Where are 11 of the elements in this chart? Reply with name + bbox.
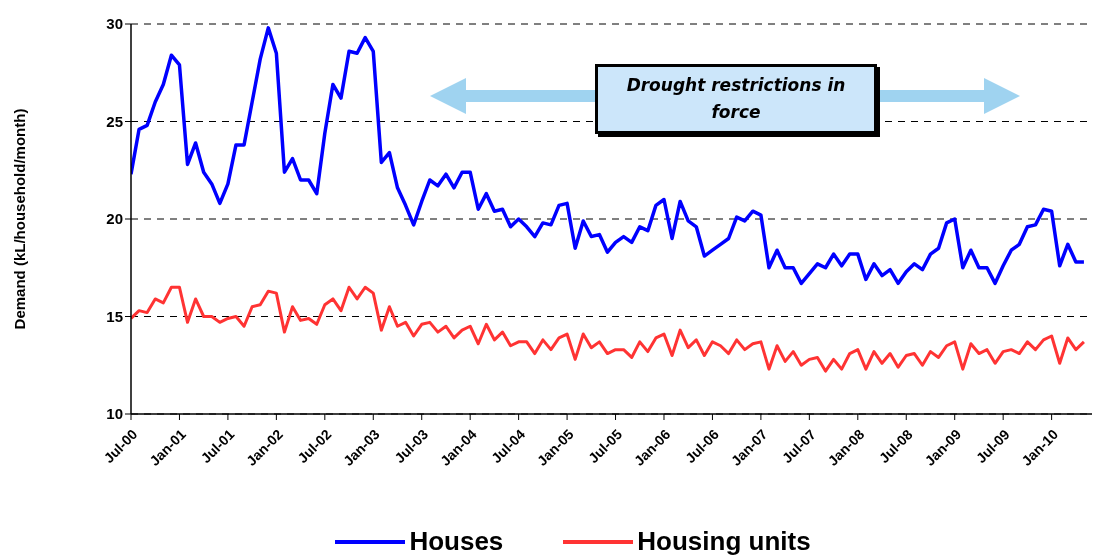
line-series: [131, 26, 1086, 286]
y-tick-label: 30: [106, 15, 123, 33]
y-tick-label: 10: [106, 405, 123, 423]
y-tick-label: 15: [106, 307, 123, 325]
y-axis-title: Demand (kL/household/month): [11, 108, 29, 330]
line-series: [131, 285, 1086, 373]
y-tick-label: 20: [106, 210, 123, 228]
annotation: Drought restrictions in force: [625, 74, 847, 124]
y-tick-label: 25: [106, 112, 123, 130]
legend-label: Housing units: [637, 526, 811, 557]
legend-label: Houses: [409, 526, 504, 557]
